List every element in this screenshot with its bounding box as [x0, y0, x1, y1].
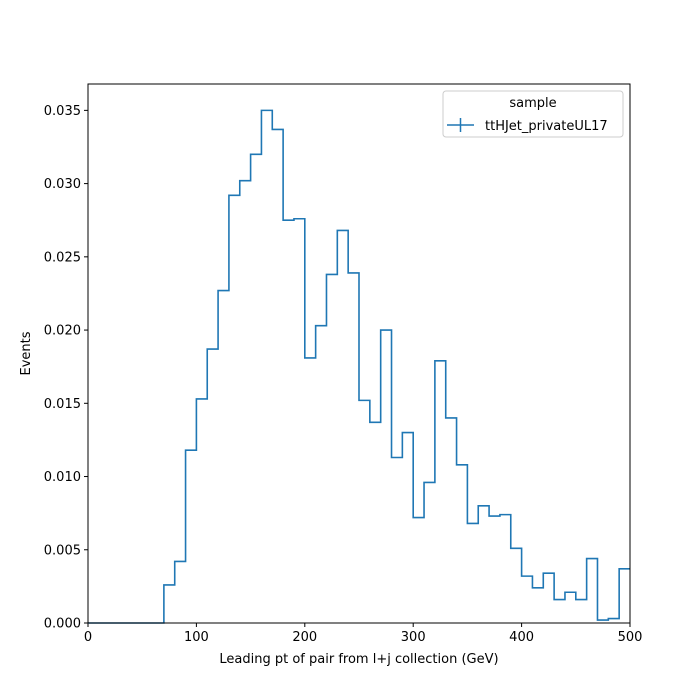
legend-title: sample — [509, 96, 556, 111]
y-tick-label: 0.010 — [44, 470, 81, 485]
y-tick-label: 0.035 — [44, 104, 81, 119]
ticks-layer: 0 100 200 300 400 500 0.000 0.005 0.010 0.015 0.02… — [44, 104, 643, 645]
x-tick-label: 200 — [292, 630, 317, 645]
y-tick-label: 0.015 — [44, 397, 81, 412]
y-tick-label: 0.030 — [44, 177, 81, 192]
x-tick-label: 0 — [84, 630, 92, 645]
y-axis-label: Events — [19, 331, 34, 375]
y-tick-label: 0.005 — [44, 543, 81, 558]
series-step-line — [88, 109, 630, 624]
plot-frame — [87, 83, 631, 624]
x-tick-label: 300 — [401, 630, 426, 645]
x-tick-label: 400 — [509, 630, 534, 645]
y-tick-label: 0.000 — [44, 617, 81, 632]
y-tick-label: 0.025 — [44, 250, 81, 265]
series-layer — [88, 109, 630, 624]
legend-box — [442, 90, 624, 138]
x-tick-label: 100 — [184, 630, 209, 645]
legend-series-label: ttHJet_privateUL17 — [485, 119, 608, 134]
x-tick-label: 500 — [618, 630, 643, 645]
y-tick-label: 0.020 — [44, 324, 81, 339]
x-axis-label: Leading pt of pair from l+j collection (… — [219, 652, 498, 667]
legend: sample ttHJet_privateUL17 — [442, 90, 624, 138]
